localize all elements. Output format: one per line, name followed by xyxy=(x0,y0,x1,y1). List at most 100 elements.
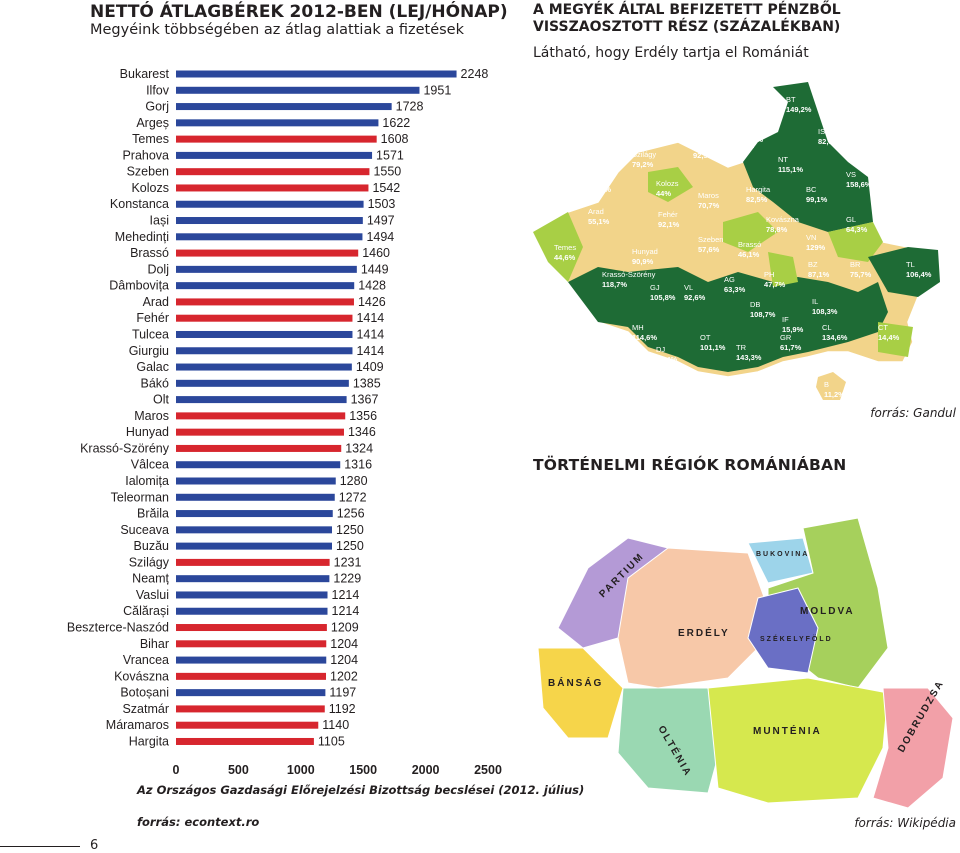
category-label: Călărași xyxy=(123,604,169,618)
value-label: 1214 xyxy=(332,588,360,602)
county-name: CT xyxy=(878,323,888,332)
county-name: Brassó xyxy=(738,240,761,249)
bar xyxy=(176,330,353,338)
category-label: Teleorman xyxy=(111,490,169,504)
bar xyxy=(176,363,352,371)
regions-source: forrás: Wikipédia xyxy=(854,816,956,830)
county-value: 82,8% xyxy=(818,137,840,146)
county-value: 44% xyxy=(656,189,671,198)
county-value: 108,7% xyxy=(750,310,776,319)
county-value: 11,2% xyxy=(824,390,845,399)
county-value: 115,1% xyxy=(778,165,803,174)
map-bucharest xyxy=(816,372,846,400)
category-label: Vrancea xyxy=(123,653,169,667)
county-value: 70,7% xyxy=(698,201,720,210)
bar xyxy=(176,103,392,111)
region-erdely xyxy=(617,547,769,689)
county-name: Krassó-Szörény xyxy=(602,270,656,279)
x-tick-label: 500 xyxy=(228,763,249,777)
county-value: 92,6% xyxy=(684,293,706,302)
map-light-1 xyxy=(533,212,583,282)
value-label: 1250 xyxy=(336,523,364,537)
value-label: 1728 xyxy=(396,100,424,114)
value-label: 1542 xyxy=(372,181,400,195)
county-name: Maros xyxy=(698,191,719,200)
value-label: 1209 xyxy=(331,621,359,635)
bar xyxy=(176,200,364,208)
county-name: AG xyxy=(724,275,735,284)
category-label: Buzău xyxy=(134,539,169,553)
map-southwest-green xyxy=(568,267,628,327)
bar xyxy=(176,184,369,192)
region-label: SZÉKELYFÖLD xyxy=(760,634,833,643)
x-tick-label: 1000 xyxy=(287,763,315,777)
bar xyxy=(176,86,420,94)
county-name: OT xyxy=(700,333,711,342)
region-label: ERDÉLY xyxy=(678,626,730,639)
region-szekelyfold xyxy=(747,587,819,674)
county-value: 90,9% xyxy=(632,257,654,266)
category-label: Galac xyxy=(136,360,169,374)
chart-subtitle: Megyéink többségében az átlag alattiak a… xyxy=(90,22,464,38)
county-name: Szatmár xyxy=(623,125,651,134)
county-value: 87,1% xyxy=(808,270,830,279)
county-value: 78,8% xyxy=(766,225,788,234)
category-label: Bákó xyxy=(141,376,170,390)
category-label: Szeben xyxy=(127,165,169,179)
county-value: 143,3% xyxy=(736,353,762,362)
bar xyxy=(176,607,328,615)
county-name: Fehér xyxy=(658,210,678,219)
county-name: BZ xyxy=(808,260,818,269)
county-name: TL xyxy=(906,260,915,269)
county-value: 92,1% xyxy=(658,220,680,229)
category-label: Ialomița xyxy=(125,474,169,488)
county-name: Bihar xyxy=(596,175,614,184)
category-label: Brassó xyxy=(130,246,169,260)
category-label: Suceava xyxy=(120,523,169,537)
county-name: Szeben xyxy=(698,235,723,244)
county-name: Hargita xyxy=(746,185,771,194)
value-label: 1229 xyxy=(333,572,361,586)
county-value: 105,8% xyxy=(650,293,676,302)
county-name: B xyxy=(824,380,829,389)
category-label: Hunyad xyxy=(126,425,169,439)
bar xyxy=(176,591,328,599)
value-label: 1105 xyxy=(318,734,345,748)
county-value: 47,7% xyxy=(764,280,786,289)
category-label: Beszterce-Naszód xyxy=(67,621,169,635)
map-light-5 xyxy=(878,322,913,357)
value-label: 1280 xyxy=(340,474,368,488)
county-value: 99,1% xyxy=(806,195,828,204)
category-label: Krassó-Szörény xyxy=(80,441,170,455)
category-label: Tulcea xyxy=(132,327,169,341)
county-value: 65% xyxy=(596,185,611,194)
bar xyxy=(176,347,353,355)
category-label: Szatmár xyxy=(122,702,169,716)
category-label: Brăila xyxy=(137,507,169,521)
bar xyxy=(176,558,330,566)
county-value: 134,6% xyxy=(822,333,848,342)
bar xyxy=(176,396,347,404)
category-label: Maros xyxy=(134,409,169,423)
county-name: DJ xyxy=(656,345,665,354)
county-name: Kovászna xyxy=(766,215,800,224)
value-label: 1494 xyxy=(366,230,394,244)
bar xyxy=(176,656,327,664)
county-name: Arad xyxy=(588,207,604,216)
map-source: forrás: Gandul xyxy=(870,406,956,420)
bar xyxy=(176,428,344,436)
category-label: Bukarest xyxy=(120,67,170,81)
county-value: 158,6% xyxy=(846,180,872,189)
county-value: 79,2% xyxy=(632,160,654,169)
county-name: CL xyxy=(822,323,832,332)
category-label: Vaslui xyxy=(136,588,169,602)
map-south-green xyxy=(628,267,888,372)
category-label: Prahova xyxy=(122,148,169,162)
county-value: 44,6% xyxy=(554,253,576,262)
bar xyxy=(176,721,319,729)
category-label: Kolozs xyxy=(131,181,169,195)
bar xyxy=(176,542,332,550)
value-label: 1951 xyxy=(423,83,451,97)
category-label: Argeș xyxy=(136,116,169,130)
